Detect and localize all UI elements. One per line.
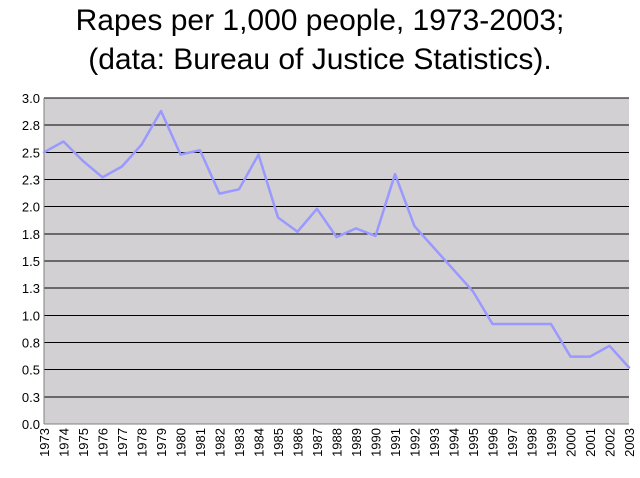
data-point [276,216,280,220]
data-point [159,109,163,113]
x-tick-label: 1991 [388,428,403,457]
y-tick-label: 3.0 [22,91,40,106]
data-point [179,153,183,157]
x-tick-label: 1993 [427,428,442,457]
y-tick-label: 1.8 [22,227,40,242]
x-tick-label: 1987 [310,428,325,457]
data-point [120,164,124,168]
data-point [452,268,456,272]
x-axis-tick-labels: 1973 1974 1975 1976 1977 1978 1979 1980 1981 1982… [37,428,637,457]
data-point [101,175,105,179]
data-point [608,344,612,348]
data-point [315,207,319,211]
x-tick-label: 1979 [154,428,169,457]
x-tick-label: 1973 [37,428,52,457]
series-layer [42,109,631,369]
y-tick-label: 2.3 [22,173,40,188]
x-tick-label: 1976 [96,428,111,457]
x-tick-label: 1984 [252,428,267,457]
x-tick-label: 1996 [486,428,501,457]
series-line [42,109,631,369]
data-point [198,148,202,152]
x-tick-label: 1985 [271,428,286,457]
data-point [354,226,358,230]
data-point [62,139,66,143]
data-point [140,143,144,147]
x-tick-label: 1989 [349,428,364,457]
data-point [81,159,85,163]
x-tick-label: 1974 [57,428,72,457]
y-tick-label: 1.3 [22,281,40,296]
data-point [530,322,534,326]
x-tick-label: 1986 [291,428,306,457]
data-point [510,322,514,326]
data-point [588,355,592,359]
x-tick-label: 1978 [135,428,150,457]
y-tick-label: 1.5 [22,254,40,269]
data-point [374,234,378,238]
data-point [413,224,417,228]
x-tick-label: 1998 [525,428,540,457]
y-axis-tick-labels: 0.0 0.3 0.5 0.8 1.0 1.3 1.5 1.8 2.0 2.3 2.5 2.8 3.0 [22,91,40,432]
data-point [218,192,222,196]
x-tick-label: 1994 [447,428,462,457]
x-tick-label: 2000 [564,428,579,457]
chart-title-line-2: (data: Bureau of Justice Statistics). [88,43,552,76]
x-tick-label: 1982 [213,428,228,457]
data-point [627,365,631,369]
data-point [471,289,475,293]
data-point [42,150,46,154]
data-point [549,322,553,326]
data-point [569,355,573,359]
y-tick-label: 0.0 [22,417,40,432]
data-point [432,246,436,250]
x-tick-label: 1983 [232,428,247,457]
y-tick-label: 1.0 [22,308,40,323]
gridlines [44,97,629,398]
data-point [393,172,397,176]
x-tick-label: 1997 [505,428,520,457]
data-point [335,235,339,239]
data-point [491,322,495,326]
x-tick-label: 1988 [330,428,345,457]
x-tick-label: 2003 [622,428,637,457]
x-tick-label: 1999 [544,428,559,457]
x-tick-label: 2001 [583,428,598,457]
data-point [237,187,241,191]
data-point [296,230,300,234]
y-tick-label: 2.8 [22,118,40,133]
y-tick-label: 0.8 [22,336,40,351]
y-tick-label: 2.5 [22,145,40,160]
x-tick-label: 1990 [369,428,384,457]
x-tick-label: 1977 [115,428,130,457]
x-tick-label: 1981 [193,428,208,457]
x-tick-label: 1975 [76,428,91,457]
chart-title-line-1: Rapes per 1,000 people, 1973-2003; [75,4,565,37]
x-tick-label: 1992 [408,428,423,457]
x-tick-label: 2002 [603,428,618,457]
x-tick-label: 1980 [174,428,189,457]
data-point [257,153,261,157]
y-tick-label: 2.0 [22,200,40,215]
x-tick-label: 1995 [466,428,481,457]
y-tick-label: 0.3 [22,390,40,405]
y-tick-label: 0.5 [22,363,40,378]
